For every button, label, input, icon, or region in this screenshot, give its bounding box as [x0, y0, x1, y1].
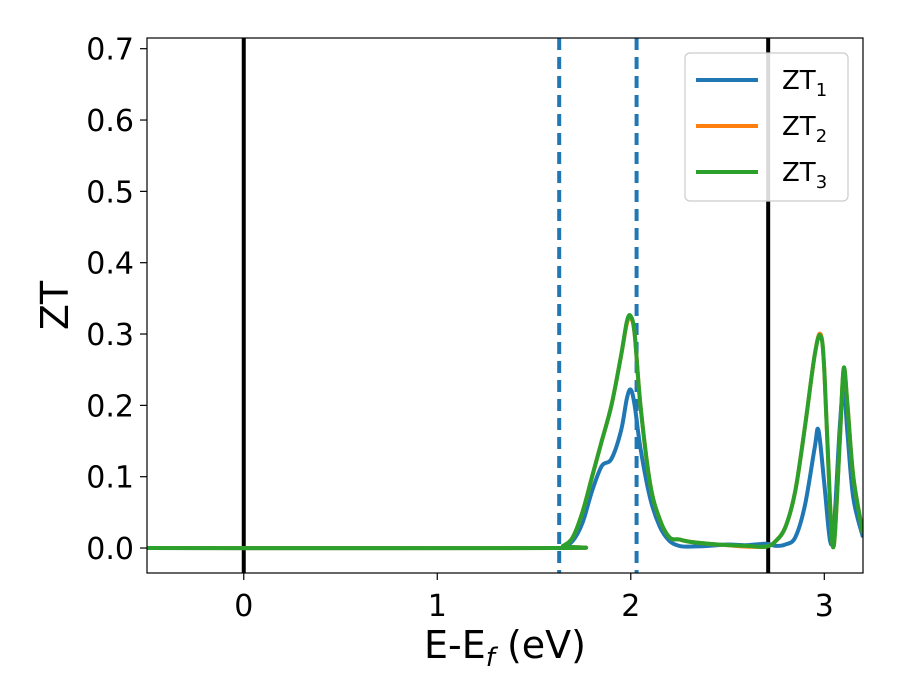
y-axis-label: ZT — [33, 280, 77, 330]
y-tick-label: 0.7 — [86, 33, 134, 68]
series-line-zt2 — [147, 315, 863, 551]
plot-frame — [146, 37, 864, 574]
x-tick-label: 2 — [621, 589, 640, 624]
legend-label-subscript: 3 — [816, 172, 827, 193]
series-line-zt3 — [147, 313, 863, 551]
x-axis-label: E-Ef (eV) — [424, 623, 586, 673]
y-tick-label: 0.3 — [86, 318, 134, 353]
legend-label-main: ZT — [782, 66, 816, 96]
legend-label-main: ZT — [782, 158, 816, 188]
axis-ticks — [140, 48, 825, 580]
x-axis-label-unit: (eV) — [495, 623, 586, 667]
y-tick-label: 0.6 — [86, 104, 134, 139]
axis-tick-labels: 0 1 2 3 0.0 0.1 0.2 0.3 0.4 0.5 0.6 0.7 — [86, 33, 834, 624]
y-tick-label: 0.5 — [86, 175, 134, 210]
series-line-zt1 — [147, 385, 863, 551]
y-tick-label: 0.0 — [86, 532, 134, 567]
legend-label-zt2: ZT2 — [782, 112, 827, 147]
x-tick-label: 1 — [428, 589, 447, 624]
legend-box — [684, 52, 849, 202]
legend-label-zt1: ZT1 — [782, 66, 827, 101]
x-tick-label: 0 — [234, 589, 253, 624]
x-tick-label: 3 — [815, 589, 834, 624]
legend-label-subscript: 1 — [816, 80, 827, 101]
legend-label-main: ZT — [782, 112, 816, 142]
y-tick-label: 0.1 — [86, 461, 134, 496]
y-tick-label: 0.2 — [86, 389, 134, 424]
legend-label-subscript: 2 — [816, 126, 827, 147]
legend-label-zt3: ZT3 — [782, 158, 827, 193]
y-tick-label: 0.4 — [86, 247, 134, 282]
x-axis-label-main: E-E — [424, 623, 486, 667]
